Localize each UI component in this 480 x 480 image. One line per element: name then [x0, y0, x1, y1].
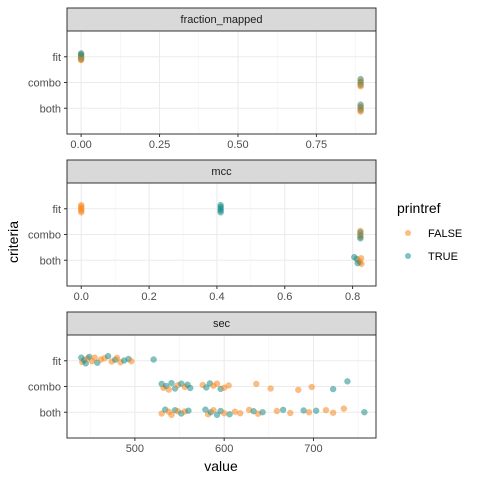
data-point	[305, 409, 313, 416]
data-point	[213, 380, 221, 387]
data-point	[217, 209, 224, 216]
y-tick-label: fit	[52, 356, 61, 368]
data-point	[203, 384, 210, 391]
data-point	[77, 209, 85, 216]
data-point	[168, 379, 175, 387]
data-point	[91, 354, 98, 361]
panel-border	[66, 334, 377, 439]
y-tick-label: both	[40, 255, 61, 267]
data-point	[128, 358, 135, 365]
legend-label-false: FALSE	[428, 228, 462, 240]
y-tick-label: fit	[52, 52, 61, 64]
data-point	[344, 378, 351, 385]
x-axis-title: value	[204, 458, 238, 474]
data-point	[225, 382, 232, 389]
data-point	[231, 408, 239, 415]
legend-label-true: TRUE	[428, 251, 458, 263]
facet-strip-label: mcc	[211, 166, 232, 178]
x-tick-label: 0.00	[70, 139, 91, 151]
data-point	[165, 386, 173, 393]
data-point	[295, 386, 302, 394]
x-tick-label: 0.4	[209, 291, 224, 303]
data-point	[185, 407, 192, 414]
data-point	[226, 411, 233, 418]
panel-border	[66, 30, 377, 135]
legend-key-false	[405, 230, 411, 236]
data-point	[287, 409, 294, 417]
data-point	[158, 410, 165, 417]
y-tick-label: both	[40, 407, 61, 419]
y-tick-label: fit	[52, 204, 61, 216]
data-point	[213, 411, 221, 419]
legend-key-true	[405, 253, 411, 259]
data-point	[322, 406, 330, 414]
facet-panels: fraction_mapped 0.00 0.25 0.50 0.75 both combo…	[28, 7, 377, 455]
x-tick-label: 0.2	[141, 291, 156, 303]
data-point	[357, 108, 364, 115]
facet-strip-label: sec	[213, 318, 231, 330]
data-point	[113, 354, 121, 362]
data-point	[202, 406, 209, 413]
x-tick-label: 500	[126, 443, 144, 455]
data-point	[273, 407, 281, 415]
data-point	[329, 409, 337, 417]
data-point	[77, 56, 85, 64]
legend-title: printref	[397, 200, 441, 216]
y-tick-label: combo	[28, 382, 61, 394]
x-tick-label: 0.6	[277, 291, 292, 303]
panel-mcc: mcc 0.0 0.2 0.4 0.6 0.8 both combo fit	[28, 159, 377, 303]
y-tick-label: combo	[28, 230, 61, 242]
data-point	[150, 356, 157, 363]
data-point	[357, 235, 364, 242]
data-point	[340, 405, 348, 412]
data-point	[329, 385, 337, 393]
x-tick-label: 0.0	[74, 291, 89, 303]
x-tick-label: 0.50	[227, 139, 248, 151]
panel-fraction-mapped: fraction_mapped 0.00 0.25 0.50 0.75 both combo…	[28, 7, 377, 151]
data-point	[300, 407, 307, 414]
data-point	[210, 406, 217, 414]
x-tick-label: 0.25	[149, 139, 170, 151]
data-point	[104, 352, 112, 360]
data-point	[220, 410, 228, 417]
data-point	[279, 406, 287, 414]
facet-strip-label: fraction_mapped	[181, 14, 263, 26]
x-tick-label: 600	[215, 443, 233, 455]
data-point	[186, 384, 194, 392]
y-axis-title: criteria	[5, 221, 21, 263]
data-point	[308, 383, 315, 391]
panel-sec: sec 500 600 700 both combo fit	[28, 311, 377, 455]
x-tick-label: 700	[304, 443, 322, 455]
data-point	[354, 259, 361, 267]
data-point	[77, 50, 85, 57]
data-point	[237, 410, 244, 417]
y-tick-label: both	[40, 103, 61, 115]
data-point	[361, 409, 368, 416]
data-point	[253, 380, 260, 388]
data-point	[312, 407, 320, 414]
data-point	[168, 411, 175, 419]
x-tick-label: 0.8	[345, 291, 360, 303]
x-tick-label: 0.75	[306, 139, 327, 151]
panel-border	[66, 182, 377, 287]
data-point	[267, 385, 274, 392]
data-point	[357, 83, 364, 90]
legend: printref FALSE TRUE	[397, 200, 462, 263]
y-tick-label: combo	[28, 78, 61, 90]
data-point	[259, 409, 266, 416]
